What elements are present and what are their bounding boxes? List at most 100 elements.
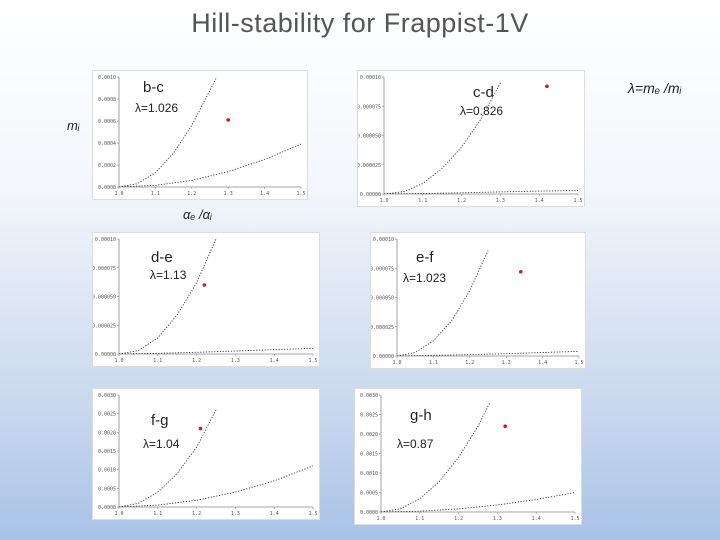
x-tick-label: 1.3 xyxy=(502,360,511,366)
x-tick-label: 1.4 xyxy=(260,191,269,197)
x-tick-label: 1.1 xyxy=(418,198,427,204)
lambda-value-label: λ=1.04 xyxy=(143,437,180,451)
x-tick-label: 1.0 xyxy=(376,516,385,522)
x-tick-label: 1.4 xyxy=(270,358,279,364)
system-point xyxy=(202,283,207,287)
stability-curve-2 xyxy=(381,492,575,512)
pair-label: b-c xyxy=(143,79,164,96)
x-tick-label: 1.0 xyxy=(379,198,388,204)
x-tick-label: 1.1 xyxy=(415,516,424,522)
page-title: Hill-stability for Frappist-1V xyxy=(191,8,529,38)
lambda-value-label: λ=1.13 xyxy=(150,268,187,282)
x-tick-label: 1.0 xyxy=(114,191,123,197)
x-tick-label: 1.4 xyxy=(538,360,547,366)
y-tick-label: 0.0004 xyxy=(98,141,116,147)
y-tick-label: 0.000025 xyxy=(93,323,116,329)
x-tick-label: 1.3 xyxy=(493,516,502,522)
x-tick-label: 1.5 xyxy=(573,198,582,204)
y-tick-label: 0.000050 xyxy=(371,296,394,302)
stability-curve-2 xyxy=(119,143,301,187)
x-tick-label: 1.5 xyxy=(570,516,579,522)
x-tick-label: 1.4 xyxy=(532,516,541,522)
chart-svg: 0.000100.0000750.0000500.0000250.000001.… xyxy=(371,237,584,366)
y-tick-label: 0.0002 xyxy=(98,163,116,169)
lambda-value-label: λ=1.026 xyxy=(135,101,179,115)
system-point xyxy=(198,426,203,431)
x-tick-label: 1.1 xyxy=(153,358,162,364)
stability-curve-1 xyxy=(384,82,501,194)
x-tick-label: 1.0 xyxy=(392,360,401,366)
y-tick-label: 0.0006 xyxy=(98,119,116,125)
y-tick-label: 0.0000 xyxy=(98,185,116,191)
y-tick-label: 0.0000 xyxy=(98,505,116,511)
x-tick-label: 1.3 xyxy=(224,191,233,197)
x-tick-label: 1.0 xyxy=(114,358,123,364)
pair-label: g-h xyxy=(410,407,432,424)
lambda-value-label: λ=0.826 xyxy=(460,104,504,118)
y-tick-label: 0.00010 xyxy=(95,237,116,243)
y-tick-label: 0.0005 xyxy=(360,491,378,497)
x-tick-label: 1.5 xyxy=(308,358,317,364)
x-tick-label: 1.5 xyxy=(308,511,317,517)
chart-panel-c-d: 0.00010 0.000075 0.000050 0.000025 0.00000 1.… xyxy=(357,70,585,207)
chart-svg: 0.0030 0.0025 0.0020 0.0015 0.0010 0.0005 0.00… xyxy=(98,393,318,517)
y-tick-label: 0.000075 xyxy=(358,104,381,110)
stability-curve-2 xyxy=(397,350,579,356)
pair-label: d-e xyxy=(151,249,173,266)
y-axis-label: mᵢ xyxy=(67,118,80,133)
x-tick-label: 1.2 xyxy=(465,360,474,366)
chart-svg: 0.0030 0.0025 0.0020 0.0015 0.0010 0.0005 0.00… xyxy=(360,393,580,522)
y-tick-label: 0.00010 xyxy=(360,75,381,81)
y-tick-label: 0.0010 xyxy=(98,468,116,474)
y-tick-label: 0.0025 xyxy=(98,412,116,418)
x-tick-label: 1.3 xyxy=(231,358,240,364)
stability-curve-2 xyxy=(119,465,313,507)
x-tick-label: 1.2 xyxy=(192,358,201,364)
y-tick-label: 0.00010 xyxy=(373,237,394,243)
x-tick-label: 1.1 xyxy=(151,191,160,197)
y-tick-label: 0.000075 xyxy=(371,266,394,272)
y-tick-label: 0.000050 xyxy=(93,295,116,301)
chart-panel-g-h: 0.0030 0.0025 0.0020 0.0015 0.0010 0.0005 0.00… xyxy=(354,388,582,525)
x-tick-label: 1.0 xyxy=(114,511,123,517)
chart-panel-f-g: 0.0030 0.0025 0.0020 0.0015 0.0010 0.0005 0.00… xyxy=(92,388,320,520)
system-point xyxy=(503,424,507,428)
y-tick-label: 0.0010 xyxy=(98,75,116,81)
x-tick-label: 1.2 xyxy=(457,198,466,204)
y-tick-label: 0.000050 xyxy=(358,134,381,140)
pair-label: e-f xyxy=(416,249,434,266)
x-axis-label: αₑ /αᵢ xyxy=(183,207,212,222)
chart-panel-b-c: 0.0010 0.0008 0.0006 0.0004 0.0002 0.0000 1.0 1… xyxy=(92,70,308,200)
y-tick-label: 0.0000 xyxy=(360,510,378,516)
system-point xyxy=(545,84,549,89)
y-tick-label: 0.00000 xyxy=(95,352,116,358)
lambda-value-label: λ=1.023 xyxy=(403,271,447,285)
x-tick-label: 1.2 xyxy=(187,191,196,197)
y-tick-label: 0.0015 xyxy=(360,452,378,458)
x-tick-label: 1.1 xyxy=(153,511,162,517)
y-tick-label: 0.0030 xyxy=(360,393,378,399)
stability-curve-1 xyxy=(119,239,217,354)
chart-svg: 0.000100.0000750.0000500.0000250.000001.… xyxy=(93,237,318,364)
stability-curve-1 xyxy=(397,250,489,356)
y-tick-label: 0.0015 xyxy=(98,449,116,455)
system-point xyxy=(226,118,230,122)
chart-panel-e-f: 0.00010 0.000075 0.000050 0.000025 0.00000 1.… xyxy=(370,232,586,369)
y-tick-label: 0.000025 xyxy=(371,325,394,331)
y-tick-label: 0.0010 xyxy=(360,471,378,477)
stability-curve-2 xyxy=(119,347,313,354)
x-tick-label: 1.4 xyxy=(535,198,544,204)
y-tick-label: 0.000025 xyxy=(358,163,381,169)
y-tick-label: 0.0005 xyxy=(98,486,116,492)
x-tick-label: 1.1 xyxy=(429,360,438,366)
pair-label: c-d xyxy=(473,84,494,101)
lambda-value-label: λ=0.87 xyxy=(397,437,434,451)
stability-curve-2 xyxy=(384,190,578,194)
y-tick-label: 0.0008 xyxy=(98,97,116,103)
y-tick-label: 0.00000 xyxy=(373,354,394,360)
y-tick-label: 0.0020 xyxy=(98,430,116,436)
x-tick-label: 1.3 xyxy=(231,511,240,517)
x-tick-label: 1.2 xyxy=(454,516,463,522)
chart-svg: 0.000100.0000750.0000500.0000250.000001.… xyxy=(358,75,583,204)
